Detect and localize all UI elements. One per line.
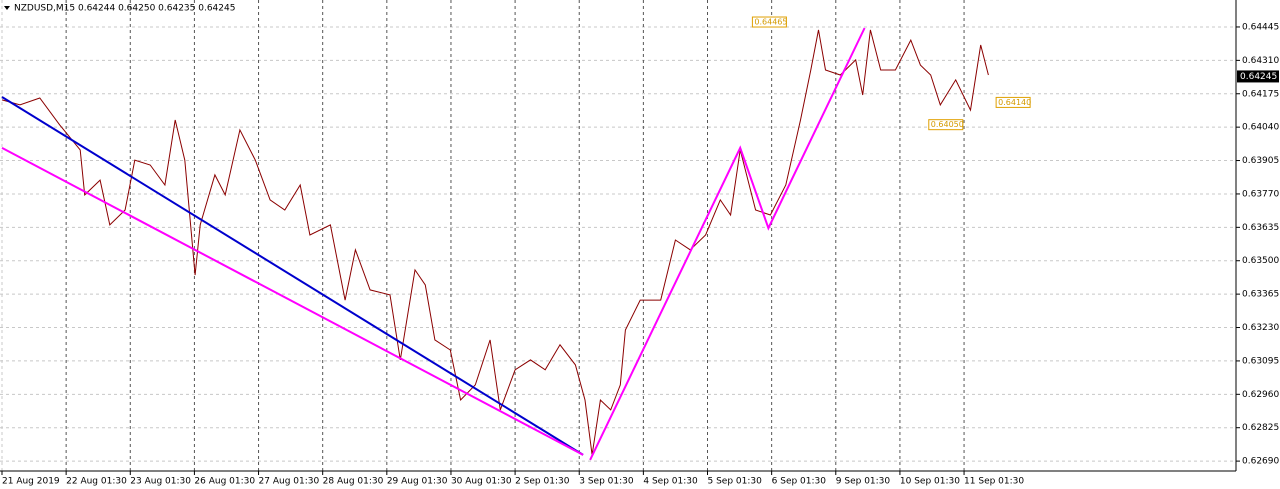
- y-tick-label: 0.64310: [1242, 56, 1279, 66]
- plot: [1, 27, 989, 461]
- x-tick-label: 10 Sep 01:30: [900, 477, 960, 487]
- price-annotation: 0.64050: [931, 120, 964, 129]
- price-annotation-box: [928, 119, 964, 131]
- x-tick-label: 6 Sep 01:30: [772, 477, 827, 487]
- menu-arrow[interactable]: [4, 6, 10, 10]
- trend-line: [1, 147, 584, 456]
- y-tick-label: 0.62690: [1242, 457, 1279, 467]
- x-tick-label: 11 Sep 01:30: [964, 477, 1024, 487]
- y-tick-label: 0.63500: [1242, 256, 1279, 266]
- y-tick-label: 0.64175: [1242, 89, 1279, 99]
- x-tick-label: 23 Aug 01:30: [130, 477, 191, 487]
- y-tick-label: 0.64040: [1242, 123, 1279, 133]
- y-tick-label: 0.63230: [1242, 323, 1279, 333]
- x-tick-label: 21 Aug 2019: [2, 477, 60, 487]
- x-tick-label: 2 Sep 01:30: [515, 477, 570, 487]
- y-tick-label: 0.63770: [1242, 189, 1279, 199]
- x-tick-label: 29 Aug 01:30: [387, 477, 448, 487]
- price-annotation: 0.64140: [998, 98, 1031, 107]
- x-tick-label: 22 Aug 01:30: [66, 477, 127, 487]
- axes: 0.64445 0.64310 0.64175 0.64040 0.63905 0.637…: [1, 16, 1279, 487]
- trend-line: [589, 27, 866, 461]
- x-tick-label: 5 Sep 01:30: [708, 477, 763, 487]
- y-tick-label: 0.63905: [1242, 156, 1279, 166]
- y-tick-label: 0.62960: [1242, 390, 1279, 400]
- trend-line: [1, 96, 584, 456]
- x-tick-label: 3 Sep 01:30: [579, 477, 634, 487]
- x-tick-label: 26 Aug 01:30: [194, 477, 255, 487]
- price-annotation: 0.64465: [754, 18, 787, 27]
- y-tick-label: 0.62825: [1242, 423, 1279, 433]
- price-annotation-box: [995, 96, 1031, 108]
- current-price-label: 0.64245: [1240, 72, 1277, 82]
- x-tick-label: 9 Sep 01:30: [836, 477, 891, 487]
- y-tick-label: 0.64445: [1242, 22, 1279, 32]
- y-tick-label: 0.63635: [1242, 223, 1279, 233]
- x-tick-label: 30 Aug 01:30: [451, 477, 512, 487]
- x-tick-label: 4 Sep 01:30: [643, 477, 698, 487]
- chart-title: NZDUSD,M15 0.64244 0.64250 0.64235 0.642…: [14, 4, 235, 14]
- x-tick-label: 28 Aug 01:30: [323, 477, 384, 487]
- grid: [0, 0, 1236, 471]
- current-price-box: [1237, 70, 1279, 83]
- y-tick-label: 0.63095: [1242, 356, 1279, 366]
- x-tick-label: 27 Aug 01:30: [259, 477, 320, 487]
- price-annotation-box: [751, 16, 787, 28]
- y-tick-label: 0.63365: [1242, 290, 1279, 300]
